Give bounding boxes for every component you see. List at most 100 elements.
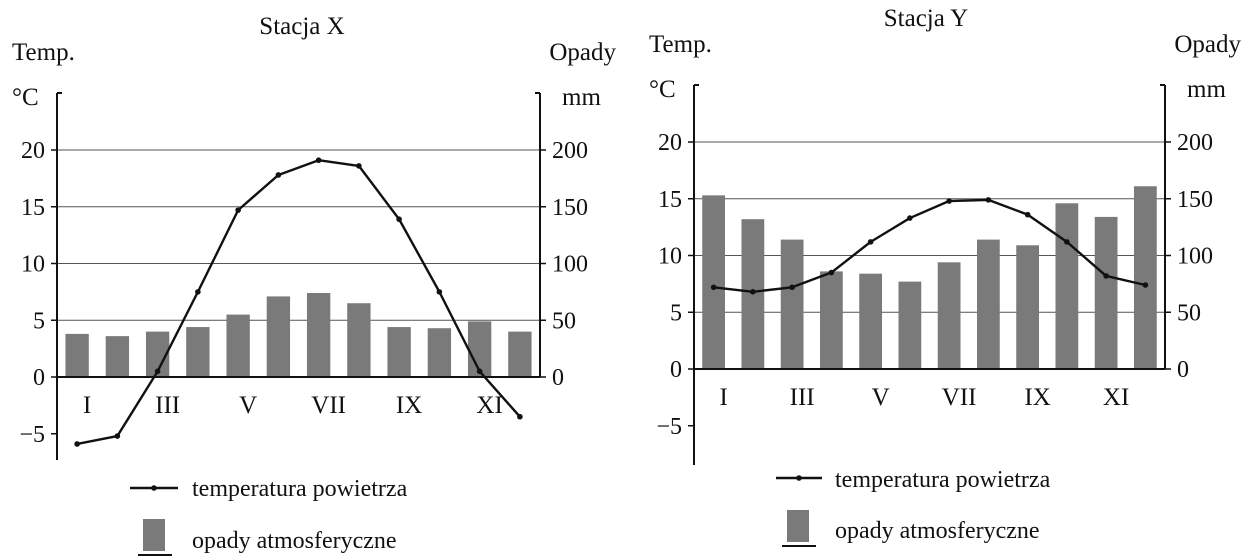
precip-bar (467, 321, 492, 377)
precip-bar (65, 333, 89, 377)
precip-bar (508, 331, 532, 377)
left-axis-title: Temp. (12, 39, 75, 66)
month-label: III (155, 392, 180, 419)
precip-bar (1133, 186, 1157, 369)
temperature-point (74, 441, 80, 447)
legend-temperature-label: temperatura powietrza (192, 476, 408, 502)
temperature-point (710, 284, 717, 291)
month-label: V (872, 384, 890, 411)
precip-bar (186, 327, 210, 377)
right-axis-title: Opady (1174, 31, 1241, 58)
month-label: V (239, 392, 257, 419)
precip-bar (105, 336, 130, 377)
temp-tick-label: 0 (33, 365, 45, 391)
temperature-point (476, 368, 483, 375)
temperature-point (946, 198, 952, 204)
temperature-point (828, 269, 835, 276)
temperature-point (867, 239, 874, 245)
precip-bar (226, 314, 250, 377)
legend-stacja-x: temperatura powietrza opady atmosferyczn… (130, 476, 408, 556)
chart-title: Stacja X (259, 13, 344, 40)
right-axis-unit: mm (562, 84, 601, 111)
precip-bar (347, 303, 371, 377)
precip-bar (937, 262, 961, 369)
temperature-point (195, 289, 201, 295)
legend-stacja-y: temperatura powietrza opady atmosferyczn… (776, 467, 1051, 547)
precip-bar (1055, 203, 1079, 369)
temp-tick-label: 20 (658, 130, 682, 156)
precip-tick-label: 50 (1177, 300, 1201, 326)
precip-tick-label: 200 (552, 138, 588, 164)
temperature-point (789, 284, 795, 291)
precip-bar (427, 328, 452, 377)
precip-tick-label: 100 (552, 252, 588, 278)
month-label: III (790, 384, 815, 411)
temperature-line (713, 198, 1146, 294)
temp-tick-label: 10 (21, 252, 45, 278)
legend-temperature-label: temperatura powietrza (835, 467, 1051, 493)
legend-precip-swatch (143, 519, 165, 551)
month-label: XI (476, 392, 502, 419)
temperature-point (275, 172, 282, 178)
temperature-point (1103, 273, 1109, 279)
precip-bar (819, 271, 843, 369)
precip-tick-label: 150 (552, 195, 588, 221)
right-axis-title: Opady (549, 39, 616, 66)
temperature-point (1024, 211, 1031, 218)
precip-bar (1016, 245, 1040, 369)
precip-bar (387, 327, 411, 377)
precip-tick-label: 150 (1177, 187, 1213, 213)
precip-bar (306, 293, 331, 377)
temp-tick-label: 15 (658, 187, 682, 213)
month-label: I (719, 384, 727, 411)
precip-bar (266, 296, 291, 377)
precip-bar (1094, 216, 1118, 369)
precip-bar (145, 331, 170, 377)
legend-temperature-marker (796, 475, 802, 481)
precip-tick-label: 200 (1177, 130, 1213, 156)
legend-precip-label: opady atmosferyczne (835, 518, 1040, 544)
temp-tick-label: 15 (21, 195, 45, 221)
temperature-point (396, 216, 402, 223)
month-label: IX (396, 392, 422, 419)
precip-tick-label: 0 (552, 365, 564, 391)
precip-bar (859, 273, 883, 369)
legend-temperature-marker (151, 485, 157, 491)
temperature-point (436, 289, 443, 295)
month-label: VII (311, 392, 346, 419)
temperature-point (517, 413, 523, 420)
temp-tick-label: 5 (670, 300, 682, 326)
temperature-point (154, 368, 161, 375)
precip-bar (898, 281, 922, 369)
temperature-line (76, 159, 521, 446)
month-label: I (83, 392, 91, 419)
temperature-point (114, 433, 121, 439)
precip-bar (702, 195, 726, 369)
temperature-point (1064, 239, 1070, 245)
legend-precip-swatch (787, 510, 809, 542)
precip-bar (780, 239, 804, 369)
precip-tick-label: 0 (1177, 357, 1189, 383)
temp-tick-label: −5 (656, 414, 682, 440)
temperature-point (315, 157, 322, 164)
temperature-point (235, 207, 241, 213)
legend-precip-label: opady atmosferyczne (192, 528, 397, 554)
right-axis-unit: mm (1187, 76, 1226, 103)
month-label: IX (1024, 384, 1050, 411)
temp-tick-label: −5 (19, 422, 45, 448)
temp-tick-label: 0 (670, 357, 682, 383)
temp-tick-label: 10 (658, 244, 682, 270)
temperature-point (1142, 282, 1149, 288)
temperature-point (985, 197, 992, 203)
month-label: XI (1103, 384, 1129, 411)
precip-tick-label: 50 (552, 308, 576, 334)
left-axis-title: Temp. (649, 31, 712, 58)
month-label: VII (942, 384, 977, 411)
temp-tick-label: 5 (33, 308, 45, 334)
temperature-point (356, 163, 362, 169)
chart-title: Stacja Y (884, 5, 968, 32)
temperature-point (750, 289, 756, 295)
